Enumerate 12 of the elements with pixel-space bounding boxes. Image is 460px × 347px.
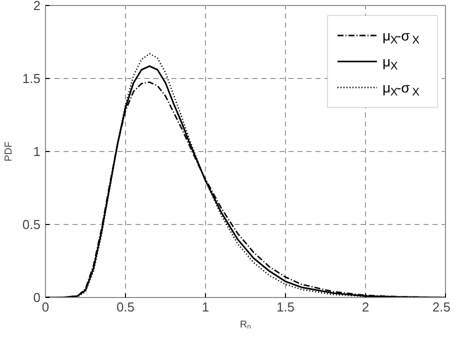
x-tick-label: 0.5 xyxy=(116,300,135,314)
y-tick-label: 1 xyxy=(33,144,41,159)
x-tick-label: 2.5 xyxy=(432,300,451,314)
y-axis-title: PDF xyxy=(3,142,14,162)
y-tick-label: 2 xyxy=(33,0,41,13)
x-tick-label: 1.5 xyxy=(276,300,295,314)
y-tick-label: 0 xyxy=(33,290,41,305)
x-tick-label: 2 xyxy=(362,300,370,314)
y-tick-label: 1.5 xyxy=(22,71,41,86)
x-axis-title: Rₙ xyxy=(240,320,252,330)
x-tick-label: 1 xyxy=(202,300,210,314)
y-tick-label: 0.5 xyxy=(22,217,41,232)
